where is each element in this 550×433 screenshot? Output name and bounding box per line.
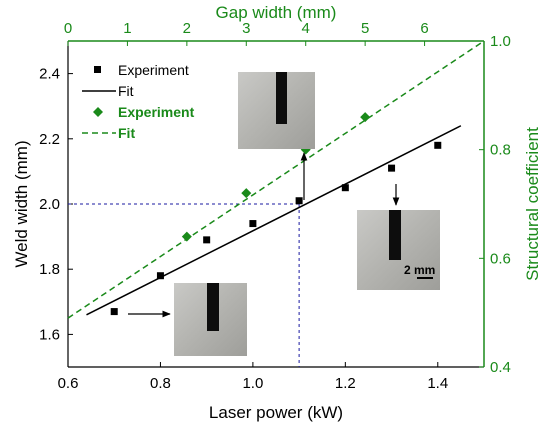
x-tick-label-top: 4 bbox=[302, 20, 310, 37]
legend-label: Experiment bbox=[118, 62, 189, 78]
y-tick-label-left: 1.8 bbox=[39, 261, 60, 278]
legend-marker-diamond bbox=[93, 107, 103, 117]
x-tick-label-top: 1 bbox=[123, 20, 131, 37]
series-0-point bbox=[295, 197, 303, 205]
y-tick-label-left: 2.0 bbox=[39, 196, 60, 213]
x-tick-label-bottom: 1.2 bbox=[335, 375, 356, 392]
y-tick-label-right: 0.8 bbox=[490, 142, 511, 159]
inset-low-power bbox=[128, 283, 247, 356]
x-tick-label-bottom: 1.4 bbox=[427, 375, 448, 392]
y-tick-label-right: 0.4 bbox=[490, 359, 511, 376]
x-tick-label-bottom: 0.8 bbox=[150, 375, 171, 392]
inset-high-power: 2 mm bbox=[357, 184, 440, 290]
legend-label: Fit bbox=[118, 125, 135, 141]
series-0-point bbox=[203, 236, 211, 244]
plot-frame: 0.6 0.8 1.0 1.2 1.4 1.6 1.8 2.0 2.2 2.4 0 1 2 3 4 5 6 0.4… bbox=[39, 20, 511, 392]
x-tick-label-top: 2 bbox=[183, 20, 191, 37]
scale-bar-label: 2 mm bbox=[404, 263, 435, 277]
y-tick-label-left: 1.6 bbox=[39, 326, 60, 343]
reference-lines bbox=[68, 203, 300, 367]
axis-titles: Laser power (kW) Gap width (mm) Weld width… bbox=[12, 3, 542, 422]
y-tick-label-right: 0.6 bbox=[490, 250, 511, 267]
series-0-point bbox=[388, 164, 396, 172]
x-axis-top-title: Gap width (mm) bbox=[216, 3, 337, 22]
series-2-point bbox=[360, 112, 371, 123]
inset-mid-power bbox=[238, 72, 315, 200]
x-axis-bottom-title: Laser power (kW) bbox=[209, 403, 343, 422]
x-tick-label-bottom: 0.6 bbox=[58, 375, 79, 392]
series-0-point bbox=[156, 272, 164, 280]
x-tick-label-top: 0 bbox=[64, 20, 72, 37]
y-tick-label-left: 2.2 bbox=[39, 131, 60, 148]
series-3-fit-line bbox=[67, 40, 485, 319]
y-tick-label-left: 2.4 bbox=[39, 66, 60, 83]
series-1-fit-line bbox=[86, 125, 462, 316]
x-tick-label-top: 3 bbox=[242, 20, 250, 37]
legend-label: Experiment bbox=[118, 104, 195, 120]
legend: Experiment Fit Experiment Fit bbox=[82, 62, 195, 141]
legend-marker-square bbox=[94, 66, 101, 73]
series-0-point bbox=[110, 308, 118, 316]
series-2-point bbox=[181, 231, 192, 242]
series-0-point bbox=[249, 220, 257, 228]
y-axis-right-title: Structural coefficient bbox=[523, 127, 542, 281]
x-tick-label-top: 5 bbox=[361, 20, 369, 37]
series-0-point bbox=[341, 184, 349, 192]
series-2-point bbox=[241, 188, 252, 199]
legend-label: Fit bbox=[118, 83, 134, 99]
x-tick-label-bottom: 1.0 bbox=[242, 375, 263, 392]
y-tick-label-right: 1.0 bbox=[490, 33, 511, 50]
y-axis-left-title: Weld width (mm) bbox=[12, 140, 31, 267]
series-0-point bbox=[434, 141, 442, 149]
x-tick-label-top: 6 bbox=[420, 20, 428, 37]
